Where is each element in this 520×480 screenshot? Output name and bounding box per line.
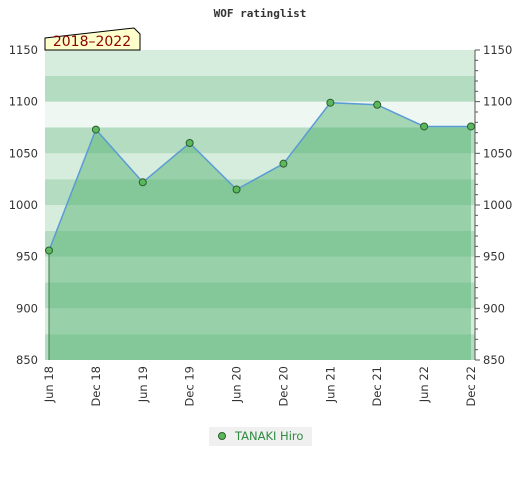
y-tick-label-right: 850 [483,353,505,367]
y-axis-right: 850 900 950 1000 1050 1100 1150 [474,43,512,367]
chart-title: WOF ratinglist [214,7,307,20]
x-tick-label: Jun 20 [230,366,244,403]
data-point [420,122,429,131]
background-band [45,308,475,335]
background-bands [45,50,475,360]
data-point [326,98,335,107]
data-point [91,125,100,134]
background-band [45,230,475,257]
y-tick-label-left: 950 [16,250,38,264]
x-tick-label: Jun 19 [136,366,150,403]
y-axis-left: 850 900 950 1000 1050 1100 1150 [9,43,38,367]
data-point [279,159,288,168]
x-tick-label: Dec 18 [89,366,103,407]
y-tick-label-right: 1100 [483,95,512,109]
y-tick-label-left: 1000 [9,198,38,212]
legend-label-series: TANAKI Hiro [234,429,303,443]
period-badge-box [44,27,141,51]
x-tick-label: Dec 22 [464,366,478,407]
y-tick-label-left: 1100 [9,95,38,109]
background-band [45,101,475,128]
data-point [373,100,382,109]
x-tick-label: Dec 21 [370,366,384,407]
data-point [185,139,194,147]
background-band [45,50,475,76]
data-point [467,122,475,131]
x-tick-label: Dec 20 [276,366,290,407]
legend-box [209,427,312,446]
series-line-path [48,101,471,251]
y-tick-label-left: 900 [16,301,38,315]
background-band [45,179,475,205]
period-label: 2018–2022 [53,34,131,50]
y-tick-label-right: 1050 [483,146,512,160]
background-band [45,282,475,309]
series-points [45,98,475,255]
y-tick-label-left: 1150 [9,43,38,57]
y-tick-label-right: 900 [483,301,505,315]
legend-marker [218,432,226,440]
background-band [45,75,475,102]
y-tick-label-right: 1000 [483,198,512,212]
data-point [232,185,241,194]
data-point [138,178,147,187]
legend: TANAKI Hiro [209,427,312,446]
x-axis: Jun 18 Dec 18 Jun 19 Dec 19 Jun 20 Dec 20 Jun … [42,366,478,407]
series-area [49,102,471,360]
period-badge: 2018–2022 [44,27,141,51]
x-tick-label: Jun 22 [417,366,431,403]
background-band [45,205,475,231]
x-tick-label: Jun 18 [42,366,56,403]
series-line [48,101,471,251]
y-tick-label-right: 1150 [483,43,512,57]
y-tick-label-left: 1050 [9,146,38,160]
area-fill [48,102,471,360]
x-tick-label: Jun 21 [323,366,337,403]
data-point [45,246,53,255]
background-band [45,127,475,154]
x-tick-label: Dec 19 [183,366,197,407]
background-band [45,334,475,360]
y-tick-label-right: 950 [483,250,505,264]
background-band [45,153,475,180]
background-band [45,256,475,283]
y-tick-label-left: 850 [16,353,38,367]
